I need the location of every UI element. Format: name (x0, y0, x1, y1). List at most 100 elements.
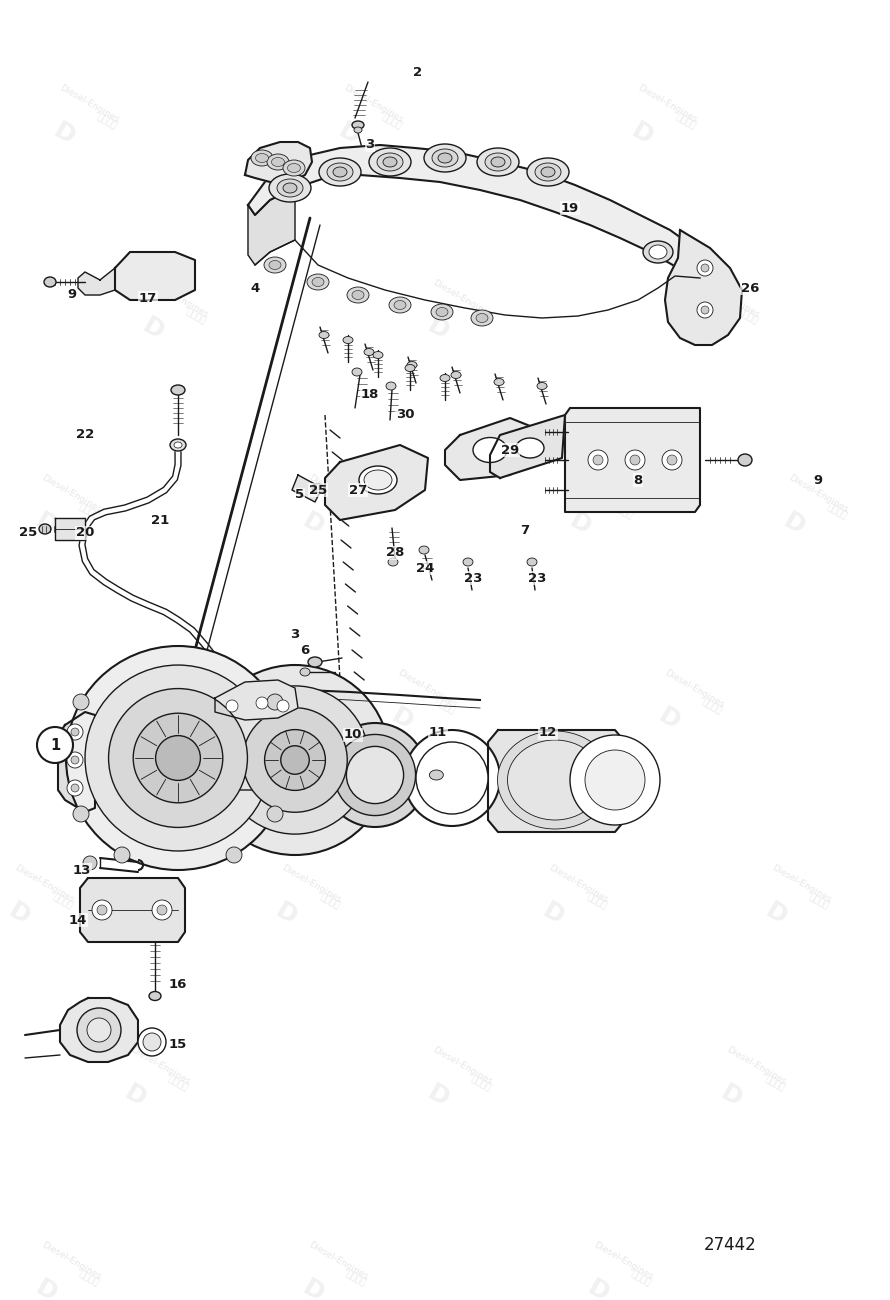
Text: D: D (690, 313, 720, 345)
Text: 紫发动力: 紫发动力 (700, 698, 724, 716)
Circle shape (67, 724, 83, 740)
Polygon shape (60, 998, 138, 1062)
Ellipse shape (477, 148, 519, 176)
Text: 30: 30 (396, 408, 414, 421)
Ellipse shape (473, 438, 507, 463)
Ellipse shape (170, 439, 186, 451)
Text: Diesel-Engines: Diesel-Engines (547, 863, 610, 905)
Text: D: D (761, 898, 791, 930)
Ellipse shape (319, 159, 361, 186)
Ellipse shape (255, 153, 269, 162)
Text: 紫发动力: 紫发动力 (469, 308, 492, 326)
Circle shape (701, 264, 709, 272)
Ellipse shape (352, 368, 362, 376)
Circle shape (404, 731, 500, 826)
Text: 3: 3 (290, 628, 300, 641)
Text: 紫发动力: 紫发动力 (344, 503, 368, 521)
Text: 11: 11 (429, 727, 447, 740)
Text: D: D (334, 118, 364, 150)
Polygon shape (80, 878, 185, 942)
Text: D: D (654, 703, 684, 734)
Text: 9: 9 (813, 473, 822, 486)
Circle shape (226, 848, 242, 863)
Circle shape (416, 742, 488, 814)
Text: 10: 10 (344, 728, 362, 741)
Text: Diesel-Engines: Diesel-Engines (699, 278, 761, 320)
Circle shape (87, 1018, 111, 1043)
Text: 紫发动力: 紫发动力 (380, 113, 403, 131)
Text: D: D (423, 1080, 453, 1112)
Text: 7: 7 (521, 524, 530, 537)
Circle shape (221, 686, 369, 835)
Text: Diesel-Engines: Diesel-Engines (102, 668, 165, 710)
Circle shape (323, 723, 427, 827)
Circle shape (83, 855, 97, 870)
Ellipse shape (343, 337, 353, 343)
Ellipse shape (463, 558, 473, 566)
Text: D: D (298, 1275, 328, 1300)
Ellipse shape (438, 153, 452, 162)
Ellipse shape (308, 656, 322, 667)
Text: 紫发动力: 紫发动力 (184, 308, 207, 326)
Polygon shape (325, 445, 428, 520)
Text: Diesel-Engines: Diesel-Engines (396, 668, 458, 710)
Circle shape (593, 455, 603, 465)
Text: 23: 23 (528, 572, 546, 585)
Text: 26: 26 (740, 282, 759, 295)
Circle shape (134, 714, 222, 803)
Circle shape (156, 736, 200, 780)
Text: D: D (31, 508, 61, 540)
Text: 紫发动力: 紫发动力 (611, 503, 635, 521)
Text: 4: 4 (250, 282, 260, 295)
Text: D: D (565, 508, 595, 540)
Circle shape (109, 689, 247, 827)
Ellipse shape (537, 382, 547, 390)
Circle shape (662, 450, 682, 471)
Text: 13: 13 (73, 863, 91, 876)
Text: D: D (423, 313, 453, 345)
Text: 27: 27 (349, 484, 368, 497)
Circle shape (588, 450, 608, 471)
Circle shape (697, 302, 713, 318)
Polygon shape (185, 705, 285, 790)
Polygon shape (78, 268, 115, 295)
Ellipse shape (319, 332, 329, 338)
Circle shape (37, 727, 73, 763)
Text: 29: 29 (501, 443, 519, 456)
Circle shape (630, 455, 640, 465)
Text: 紫发动力: 紫发动力 (77, 503, 101, 521)
Text: D: D (538, 898, 569, 930)
Text: 14: 14 (69, 914, 87, 927)
Ellipse shape (451, 372, 461, 378)
Circle shape (585, 750, 645, 810)
Text: 紫发动力: 紫发动力 (807, 893, 830, 911)
Text: 21: 21 (151, 514, 169, 526)
Ellipse shape (491, 157, 505, 166)
Polygon shape (215, 680, 298, 720)
Circle shape (267, 806, 283, 822)
Text: 紫发动力: 紫发动力 (95, 113, 118, 131)
Text: 22: 22 (76, 429, 94, 442)
Ellipse shape (174, 442, 182, 448)
Text: 紫发动力: 紫发动力 (674, 113, 697, 131)
Text: D: D (583, 1275, 613, 1300)
Ellipse shape (429, 770, 443, 780)
Polygon shape (115, 252, 195, 300)
Text: 23: 23 (464, 572, 482, 585)
Ellipse shape (312, 277, 324, 286)
Text: D: D (93, 703, 124, 734)
Ellipse shape (359, 465, 397, 494)
Text: D: D (271, 898, 302, 930)
Ellipse shape (307, 274, 329, 290)
Ellipse shape (333, 166, 347, 177)
Text: D: D (120, 1080, 150, 1112)
Ellipse shape (527, 159, 569, 186)
Circle shape (114, 848, 130, 863)
Text: 15: 15 (169, 1039, 187, 1052)
Text: 紫发动力: 紫发动力 (51, 893, 74, 911)
Circle shape (67, 751, 83, 768)
Ellipse shape (171, 385, 185, 395)
Ellipse shape (494, 378, 504, 386)
Text: Diesel-Engines: Diesel-Engines (725, 1045, 788, 1087)
Ellipse shape (327, 162, 353, 181)
